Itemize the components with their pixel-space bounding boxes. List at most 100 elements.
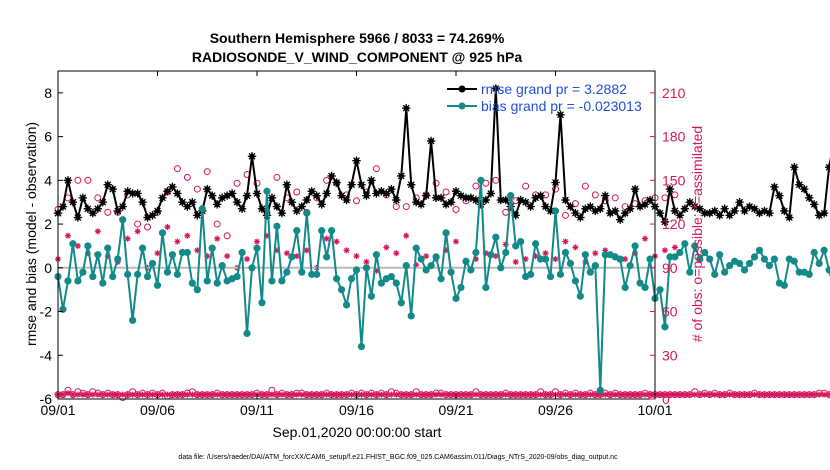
assimilated-obs-point	[64, 232, 71, 239]
rmse-point	[625, 204, 635, 213]
bias-point	[372, 251, 380, 259]
assimilated-obs-point	[572, 244, 579, 251]
assimilated-obs-point	[726, 391, 733, 398]
bias-point	[497, 264, 505, 272]
axes-frame	[57, 70, 656, 400]
rmse-point	[312, 191, 321, 200]
bias-point	[546, 272, 555, 281]
bias-point	[696, 255, 704, 263]
rmse-point	[551, 178, 560, 187]
possible-obs-point	[74, 176, 82, 184]
assimilated-obs-point	[592, 250, 599, 257]
rmse-point	[805, 193, 814, 203]
y2-tick-label: 120	[662, 216, 686, 232]
right-y-axis-ticks: 0 30 60 90 120 150 180 210	[650, 85, 686, 407]
bias-point	[417, 255, 425, 263]
bias-point	[656, 286, 664, 294]
bias-point	[347, 275, 356, 283]
possible-obs-point	[492, 176, 500, 184]
x-tick-label: 10/01	[637, 402, 672, 418]
rmse-point	[153, 206, 162, 216]
assimilated-obs-point	[328, 391, 335, 398]
assimilated-obs-point	[219, 391, 226, 398]
assimilated-obs-point	[134, 228, 141, 235]
rmse-point	[615, 215, 625, 224]
assimilated-obs-point	[801, 391, 808, 398]
bias-point	[536, 255, 545, 263]
rmse-point	[362, 191, 371, 200]
rmse-point	[601, 191, 610, 200]
rmse-point	[531, 193, 540, 203]
bias-point	[263, 187, 271, 195]
bias-point	[153, 281, 162, 289]
bias-point	[278, 277, 286, 285]
bias-point	[392, 279, 400, 287]
bias-point	[810, 248, 818, 257]
bias-point	[502, 248, 510, 257]
rmse-series	[53, 84, 830, 227]
rmse-point	[327, 171, 336, 181]
bias-point	[527, 270, 535, 278]
assimilated-obs-point	[811, 391, 818, 398]
bias-point	[551, 207, 560, 215]
assimilated-obs-point	[691, 391, 698, 398]
bias-point	[407, 312, 415, 320]
assimilated-obs-markers	[55, 223, 830, 398]
rmse-point	[581, 204, 590, 213]
rmse-point	[645, 195, 655, 205]
y2-tick-label: 150	[662, 172, 686, 188]
rmse-point	[158, 193, 167, 203]
x-axis-ticks: 09/01 09/06 09/11 09/16 09/21 09/26 10/01	[40, 71, 673, 418]
assimilated-obs-point	[119, 391, 126, 398]
possible-obs-point	[372, 165, 380, 173]
data-file-footer: data file: /Users/raeder/DAI/ATM_forcXX/…	[178, 454, 618, 461]
bias-point	[89, 272, 97, 281]
rmse-point	[436, 193, 446, 203]
bias-point	[666, 253, 674, 261]
rmse-point	[357, 180, 366, 189]
possible-obs-point	[581, 182, 589, 190]
rmse-point	[242, 191, 252, 200]
bias-point	[84, 242, 92, 250]
bias-point	[288, 253, 296, 261]
bias-point	[402, 262, 410, 270]
bias-point	[755, 246, 764, 254]
assimilated-obs-point	[661, 391, 668, 398]
bias-point	[681, 240, 689, 248]
rmse-point	[765, 208, 774, 218]
bias-point	[805, 270, 813, 278]
assimilated-obs-point	[144, 391, 151, 398]
bias-series	[54, 176, 830, 394]
bias-point	[636, 279, 644, 287]
rmse-point	[755, 208, 764, 218]
rmse-point	[680, 204, 690, 213]
bias-point	[711, 270, 719, 278]
assimilated-obs-point	[562, 238, 569, 245]
bias-point	[362, 264, 371, 272]
assimilated-obs-point	[622, 391, 629, 398]
bias-point	[143, 272, 152, 281]
rmse-point	[133, 189, 142, 198]
rmse-point	[227, 189, 237, 198]
rmse-point	[247, 152, 257, 161]
x-tick-label: 09/01	[40, 402, 75, 418]
rmse-point	[576, 213, 585, 222]
assimilated-obs-point	[433, 391, 440, 398]
bias-point	[138, 244, 147, 252]
bias-point	[203, 277, 211, 285]
legend-rmse-label: rmse grand pr = 3.2882	[481, 81, 627, 97]
possible-obs-point	[84, 176, 92, 184]
bias-point	[313, 270, 321, 278]
bias-point	[765, 262, 774, 270]
bias-point	[64, 277, 72, 285]
assimilated-obs-point	[388, 391, 395, 398]
possible-obs-point	[402, 203, 410, 211]
rmse-point	[352, 156, 361, 165]
bias-point	[412, 244, 420, 252]
rmse-point	[287, 198, 297, 207]
bias-point	[258, 299, 266, 307]
bias-point	[69, 240, 77, 248]
bias-point	[337, 286, 346, 294]
possible-obs-point	[213, 220, 221, 228]
rmse-point	[421, 191, 431, 200]
